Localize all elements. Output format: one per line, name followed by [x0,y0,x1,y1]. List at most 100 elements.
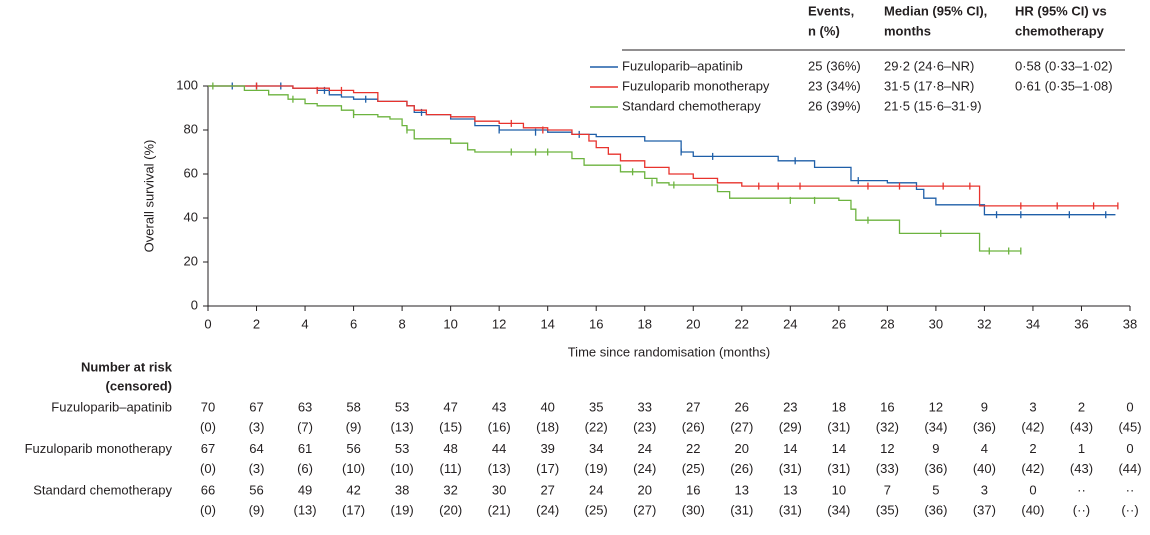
legend-hr: 0·58 (0·33–1·02) [1015,58,1113,73]
at-risk: 3 [1029,399,1036,414]
risk-row-label: Standard chemotherapy [33,482,172,497]
legend-label: Fuzuloparib monotherapy [622,78,770,93]
x-tick-label: 30 [929,316,943,331]
x-tick-label: 0 [204,316,211,331]
legend-median: 29·2 (24·6–NR) [884,58,974,73]
legend-label: Fuzuloparib–apatinib [622,58,743,73]
at-risk: 61 [298,441,312,456]
x-tick-label: 2 [253,316,260,331]
at-risk: 9 [981,399,988,414]
legend-median: 21·5 (15·6–31·9) [884,98,982,113]
censored: (9) [249,502,265,517]
at-risk: 64 [249,441,263,456]
at-risk: 56 [346,441,360,456]
at-risk: 12 [929,399,943,414]
at-risk: 58 [346,399,360,414]
at-risk: 9 [932,441,939,456]
at-risk: 43 [492,399,506,414]
x-tick-label: 32 [977,316,991,331]
censored: (13) [293,502,316,517]
censored: (43) [1070,461,1093,476]
legend-header: chemotherapy [1015,23,1105,38]
censored: (24) [536,502,559,517]
legend-label: Standard chemotherapy [622,98,761,113]
at-risk: 16 [880,399,894,414]
x-tick-label: 26 [832,316,846,331]
at-risk: 27 [540,482,554,497]
y-tick-label: 20 [184,253,198,268]
survival-curve [208,85,1118,207]
censored: (26) [682,419,705,434]
censored: (27) [633,502,656,517]
at-risk: 38 [395,482,409,497]
x-tick-label: 14 [540,316,554,331]
y-tick-label: 80 [184,121,198,136]
censored: (43) [1070,419,1093,434]
censored: (18) [536,419,559,434]
censored: (··) [1121,502,1138,517]
x-tick-label: 8 [398,316,405,331]
at-risk: 20 [735,441,749,456]
x-tick-label: 24 [783,316,797,331]
censored: (··) [1073,502,1090,517]
risk-row-label: Fuzuloparib monotherapy [25,441,173,456]
at-risk: 23 [783,399,797,414]
censored: (32) [876,419,899,434]
censored: (37) [973,502,996,517]
x-tick-label: 38 [1123,316,1137,331]
at-risk: 48 [443,441,457,456]
at-risk: 5 [932,482,939,497]
censored: (3) [249,419,265,434]
risk-row-label: Fuzuloparib–apatinib [51,399,172,414]
censored: (40) [1021,502,1044,517]
x-tick-label: 6 [350,316,357,331]
censored: (34) [924,419,947,434]
censored: (23) [633,419,656,434]
at-risk: 12 [880,441,894,456]
at-risk: 27 [686,399,700,414]
at-risk: 47 [443,399,457,414]
legend-events: 23 (34%) [808,78,861,93]
at-risk: ·· [1126,482,1135,497]
censored: (0) [200,502,216,517]
censored: (22) [585,419,608,434]
censored: (36) [973,419,996,434]
at-risk: 39 [540,441,554,456]
at-risk: 18 [832,399,846,414]
y-tick-label: 60 [184,165,198,180]
censored: (29) [779,419,802,434]
censored: (31) [730,502,753,517]
censored: (13) [391,419,414,434]
censored: (42) [1021,461,1044,476]
censored: (6) [297,461,313,476]
at-risk: 0 [1029,482,1036,497]
at-risk: 24 [589,482,603,497]
censored: (31) [779,502,802,517]
at-risk: 10 [832,482,846,497]
censored: (45) [1118,419,1141,434]
y-tick-label: 0 [191,297,198,312]
censored: (7) [297,419,313,434]
legend-header: Events, [808,3,854,18]
censored: (13) [488,461,511,476]
censored: (42) [1021,419,1044,434]
at-risk: 49 [298,482,312,497]
censored: (33) [876,461,899,476]
y-tick-label: 100 [176,77,198,92]
x-tick-label: 36 [1074,316,1088,331]
risk-title: Number at risk [81,359,173,374]
censored: (30) [682,502,705,517]
at-risk: 4 [981,441,988,456]
at-risk: 26 [735,399,749,414]
survival-curve [208,85,1021,252]
censored: (16) [488,419,511,434]
censored: (40) [973,461,996,476]
at-risk: 44 [492,441,506,456]
x-tick-label: 10 [443,316,457,331]
x-tick-label: 12 [492,316,506,331]
censored: (20) [439,502,462,517]
censored: (0) [200,461,216,476]
censored: (11) [440,461,462,476]
at-risk: ·· [1077,482,1086,497]
legend-events: 26 (39%) [808,98,861,113]
